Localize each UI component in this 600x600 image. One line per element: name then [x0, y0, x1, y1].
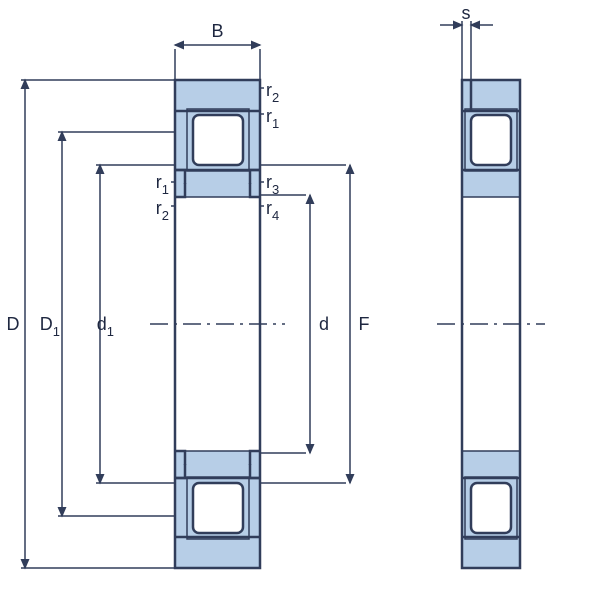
label-r2-left: r2 [156, 198, 169, 223]
roller-bottom-right [471, 483, 511, 533]
label-r4: r4 [266, 198, 279, 223]
label-r3: r3 [266, 172, 279, 197]
label-B: B [211, 21, 223, 41]
label-D1: D1 [40, 314, 60, 339]
label-r2-top: r2 [266, 80, 279, 105]
label-s: s [462, 3, 471, 23]
label-r1-left: r1 [156, 172, 169, 197]
label-D: D [7, 314, 20, 334]
label-d: d [319, 314, 329, 334]
roller-top-left [193, 115, 243, 165]
label-F: F [359, 314, 370, 334]
roller-bottom-left [193, 483, 243, 533]
label-r1-top: r1 [266, 106, 279, 131]
roller-top-right [471, 115, 511, 165]
